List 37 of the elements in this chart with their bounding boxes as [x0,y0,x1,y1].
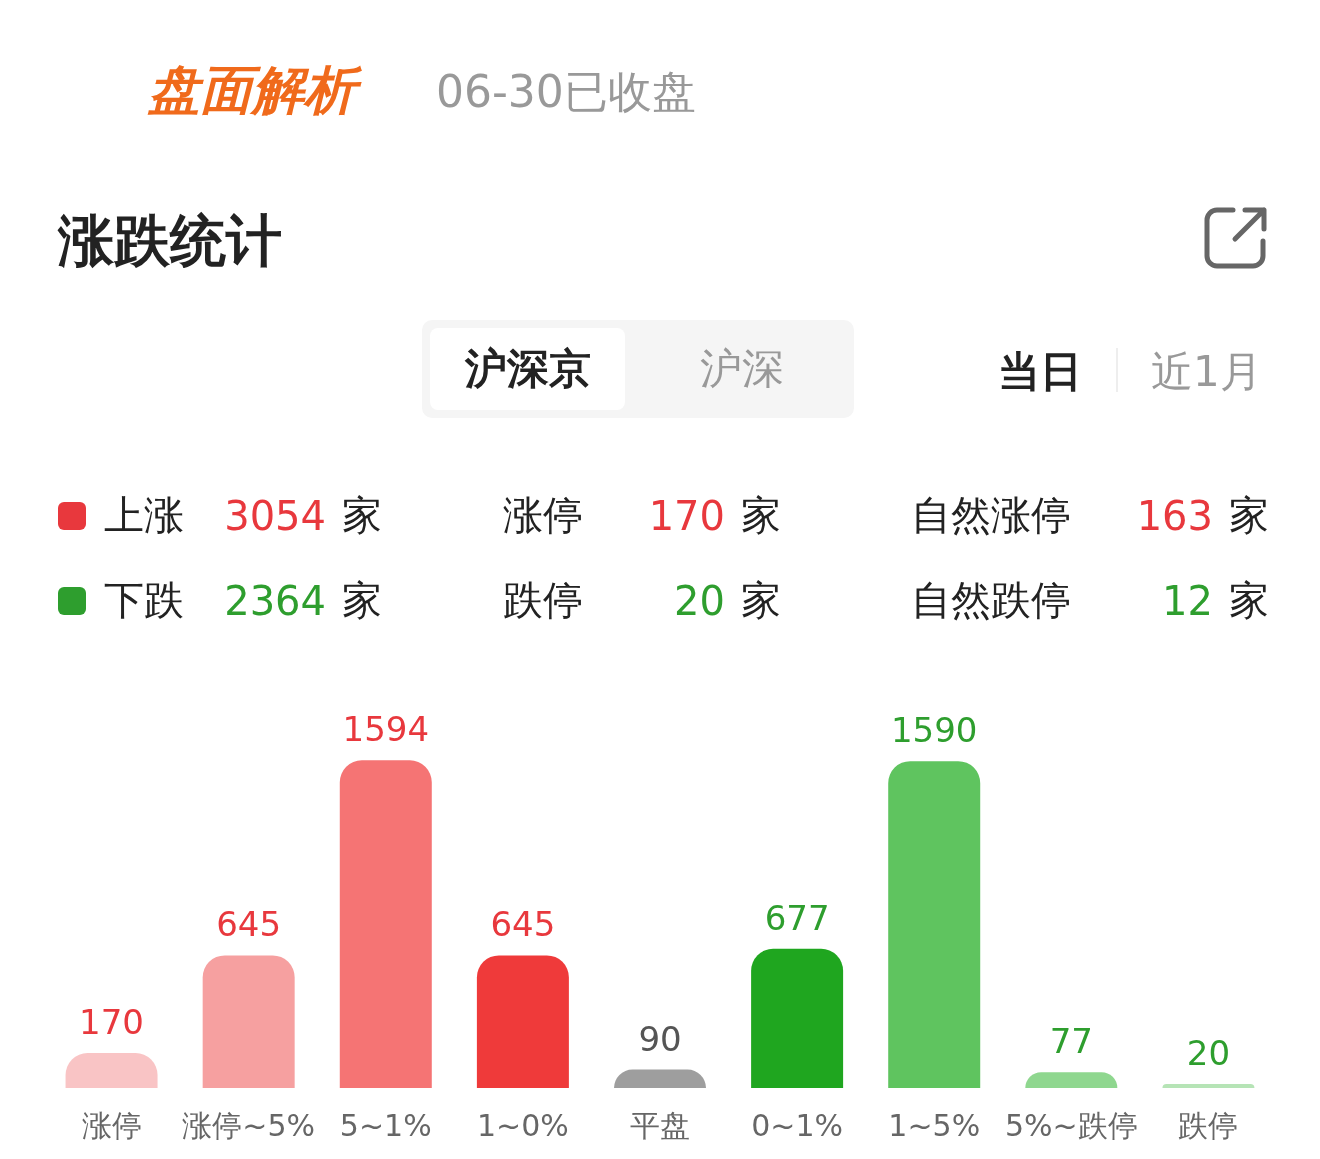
text: 沪深京 [430,328,625,410]
text: 自然跌停 12 家 [911,577,1269,624]
text: 当日 [998,346,1082,398]
bar [751,948,844,1088]
bar [1162,1083,1255,1088]
text: 跌停 20 家 [503,577,781,624]
text: 自然涨停 163 家 [911,492,1269,539]
x-tick-label: 平盘 [630,1107,690,1143]
text: 涨跌统计 [58,207,282,275]
data-label: 77 [1049,1021,1093,1062]
text: 近1月 [1151,346,1262,398]
bar [339,760,432,1088]
bar [476,955,569,1088]
data-label: 645 [216,904,282,945]
x-tick-label: 5%~跌停 [1004,1107,1138,1143]
x-tick-label: 跌停 [1178,1107,1239,1143]
text: 下跌 2364 家 [104,576,382,626]
data-label: 677 [764,897,830,938]
data-label: 1590 [890,710,978,751]
text: 涨停 170 家 [503,492,781,539]
x-tick-label: 5~1% [339,1107,432,1143]
data-label: 1594 [342,709,430,750]
chart-subtitle: 06-30已收盘 [436,65,696,119]
x-tick-label: 0~1% [751,1107,844,1143]
x-tick-label: 涨停~5% [182,1107,316,1143]
data-label: 20 [1186,1032,1231,1073]
bar [888,761,981,1088]
x-tick-label: 1~5% [888,1107,981,1143]
x-tick-label: 1~0% [476,1107,569,1143]
x-tick-label: 涨停 [81,1107,142,1143]
data-label: 170 [79,1002,145,1043]
data-label: 645 [490,904,556,945]
text: 上涨 3054 家 [104,491,382,541]
text: 沪深 [699,343,785,395]
data-label: 90 [638,1018,682,1059]
bar [65,1053,158,1088]
bar [202,955,295,1088]
